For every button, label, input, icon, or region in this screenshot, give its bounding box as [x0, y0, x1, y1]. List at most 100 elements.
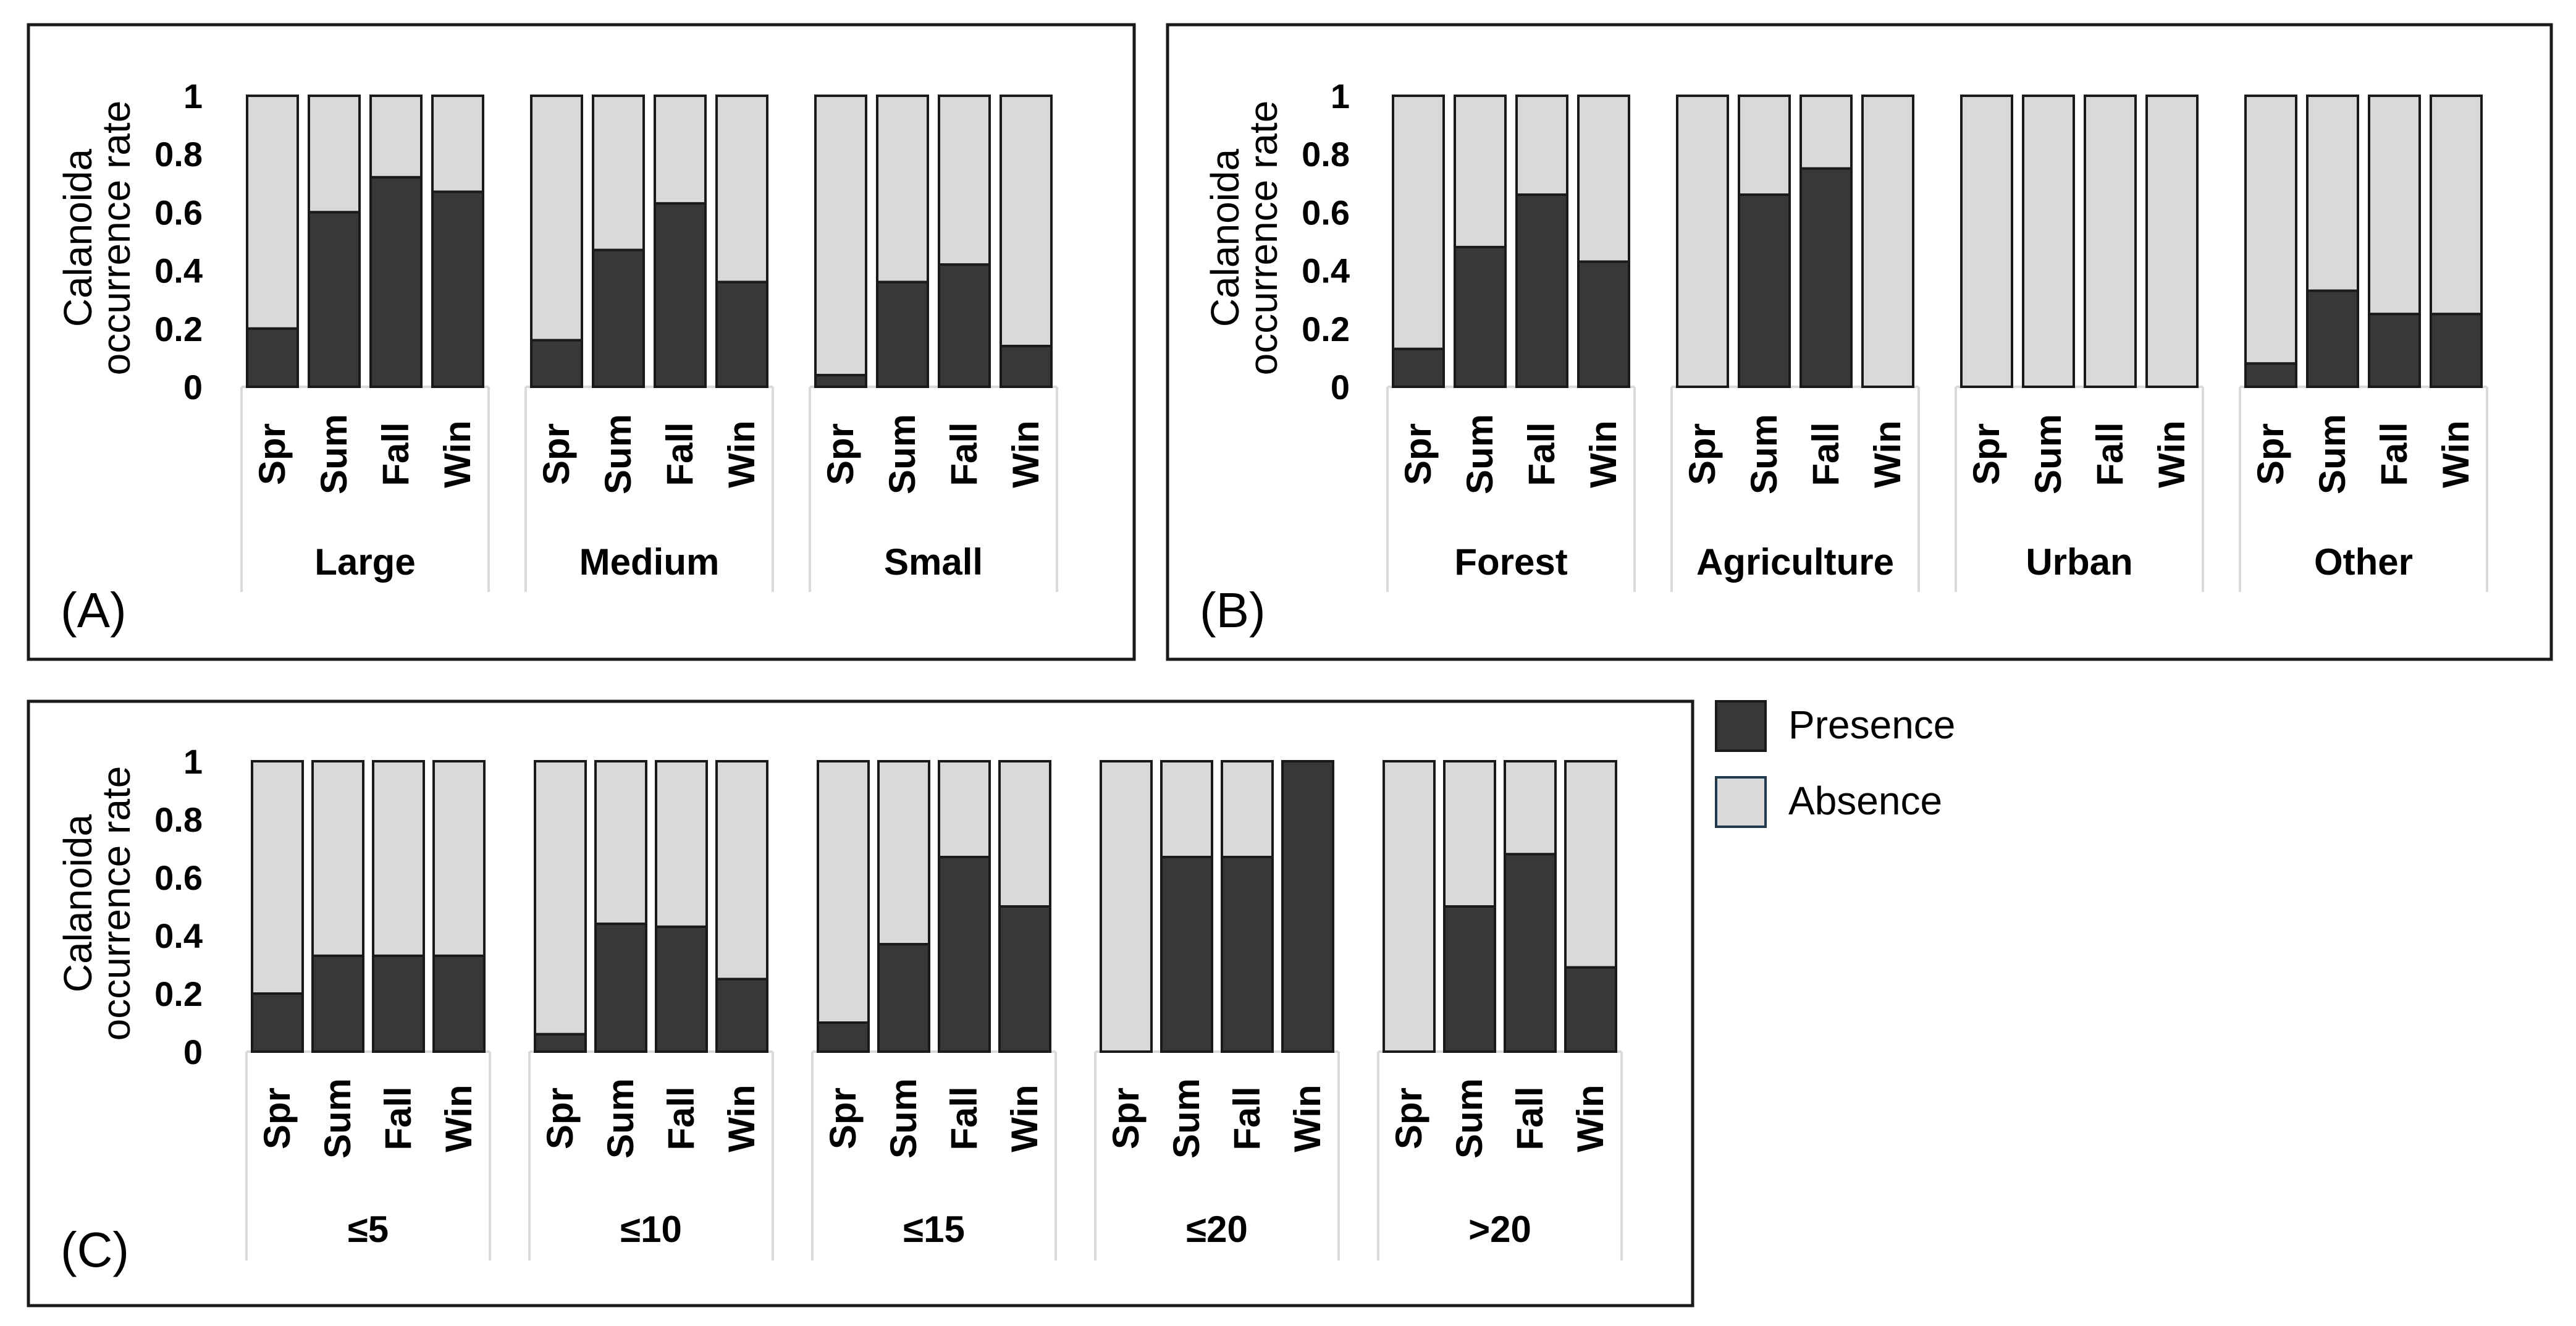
bar-absence: [594, 760, 647, 926]
season-tick-label: Spr: [1388, 1087, 1429, 1149]
season-tick-label: Sum: [1449, 1078, 1490, 1159]
bar-absence: [251, 760, 304, 995]
legend: Presence Absence: [1715, 700, 1955, 828]
season-tick-label: Sum: [1743, 414, 1785, 494]
bar-absence: [1100, 760, 1153, 1053]
season-tick-label: Win: [2435, 420, 2477, 488]
season-tick-label: Spr: [256, 1087, 298, 1149]
bar-absence: [817, 760, 870, 1024]
bar-presence: [814, 374, 867, 388]
category-group: Spr Sum Fall Win Agriculture: [1670, 95, 1920, 592]
season-tick-label: Fall: [660, 1086, 702, 1150]
bar-presence: [1221, 856, 1274, 1053]
category-group-label: Other: [2314, 541, 2413, 583]
bar-absence: [1504, 760, 1557, 856]
bar-absence: [998, 760, 1051, 908]
category-group-label: ≤5: [348, 1209, 389, 1250]
season-tick-label: Fall: [943, 1086, 985, 1150]
y-tick-label: 0: [183, 368, 203, 407]
bar-presence: [311, 954, 364, 1054]
bar-presence: [246, 327, 299, 388]
y-tick-label: 0.6: [1302, 193, 1350, 232]
bar-absence: [432, 760, 486, 957]
season-tick-label: Sum: [600, 1078, 641, 1159]
season-tick-label: Fall: [1226, 1086, 1268, 1150]
bar-absence: [1577, 95, 1630, 263]
bar-absence: [2084, 95, 2137, 388]
bar-presence: [1504, 853, 1557, 1054]
legend-presence-label: Presence: [1788, 703, 1955, 747]
y-tick-label: 1: [183, 742, 203, 781]
season-tick-label: Fall: [659, 422, 701, 486]
season-tick-label: Win: [438, 1084, 479, 1152]
season-tick-label: Sum: [597, 414, 639, 494]
chart-panel-a: 0 0.2 0.4 0.6 0.8 1 Calanoidaoccurrence rate Sp…: [56, 77, 1058, 638]
y-tick-label: 1: [1331, 77, 1350, 116]
bar-absence: [311, 760, 364, 957]
bar-presence: [592, 248, 645, 388]
season-tick-label: Win: [2151, 420, 2192, 488]
panel-tag: (B): [1200, 583, 1266, 638]
bar-absence: [369, 95, 423, 179]
category-group: Spr Sum Fall Win ≤10: [528, 760, 774, 1261]
legend-absence-swatch: [1715, 776, 1767, 828]
bar-presence: [1515, 193, 1568, 388]
bar-absence: [1960, 95, 2013, 388]
season-tick-label: Spr: [251, 423, 293, 485]
bar-absence: [1564, 760, 1617, 969]
bar-presence: [534, 1033, 587, 1054]
bar-presence: [2306, 289, 2359, 388]
category-group: Spr Sum Fall Win ≤5: [245, 760, 491, 1261]
bar-presence: [877, 943, 930, 1053]
season-tick-label: Sum: [317, 1078, 358, 1159]
bar-absence: [876, 95, 929, 284]
season-tick-label: Spr: [820, 423, 861, 485]
bar-presence: [2368, 313, 2421, 388]
bar-absence: [1861, 95, 1914, 388]
season-tick-label: Sum: [1459, 414, 1501, 494]
bar-presence: [530, 339, 583, 389]
season-tick-label: Win: [1004, 1084, 1045, 1152]
panel-tag: (C): [61, 1222, 129, 1277]
bar-presence: [1392, 347, 1445, 389]
y-tick-label: 0.4: [1302, 251, 1350, 290]
bar-absence: [1392, 95, 1445, 350]
category-group-label: Agriculture: [1696, 541, 1894, 583]
bar-absence: [2430, 95, 2483, 316]
y-tick-label: 0.2: [154, 310, 203, 348]
chart-panel-b: 0 0.2 0.4 0.6 0.8 1 Calanoidaoccurrence rate Sp…: [1200, 77, 2488, 638]
y-tick-label: 0.8: [154, 135, 203, 174]
bar-presence: [938, 263, 991, 388]
season-tick-label: Win: [1867, 420, 1908, 488]
season-tick-label: Win: [721, 420, 762, 488]
bar-absence: [715, 95, 768, 284]
bar-absence: [2368, 95, 2421, 316]
bar-presence: [1281, 760, 1334, 1053]
bar-absence: [372, 760, 425, 957]
bar-absence: [938, 760, 991, 859]
bar-absence: [1799, 95, 1853, 170]
season-tick-label: Spr: [1966, 423, 2007, 485]
season-tick-label: Spr: [1105, 1087, 1147, 1149]
y-tick-label: 0.8: [1302, 135, 1350, 174]
season-tick-label: Fall: [943, 422, 985, 486]
bar-absence: [1454, 95, 1507, 248]
bar-absence: [534, 760, 587, 1036]
season-tick-label: Fall: [2373, 422, 2415, 486]
bar-absence: [1383, 760, 1436, 1053]
category-group: Spr Sum Fall Win Medium: [524, 95, 774, 592]
season-tick-label: Win: [1287, 1084, 1328, 1152]
bar-absence: [592, 95, 645, 251]
bar-presence: [372, 954, 425, 1054]
category-group-label: >20: [1468, 1209, 1531, 1250]
season-tick-label: Fall: [375, 422, 416, 486]
season-tick-label: Spr: [536, 423, 577, 485]
season-tick-label: Fall: [1805, 422, 1846, 486]
bar-presence: [817, 1021, 870, 1053]
bar-presence: [1799, 167, 1853, 388]
season-tick-label: Win: [1570, 1084, 1611, 1152]
category-group: Spr Sum Fall Win Small: [809, 95, 1058, 592]
season-tick-label: Fall: [1521, 422, 1562, 486]
category-group: Spr Sum Fall Win Forest: [1386, 95, 1636, 592]
